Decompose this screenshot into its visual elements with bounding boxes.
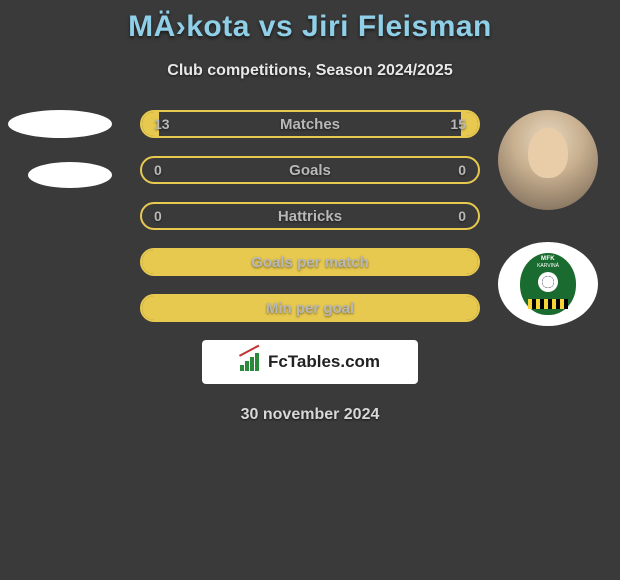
stat-label: Min per goal xyxy=(266,300,354,317)
subtitle: Club competitions, Season 2024/2025 xyxy=(0,62,620,80)
page-title: MÄ›kota vs Jiri Fleisman xyxy=(0,0,620,44)
club-name: MFK xyxy=(541,256,555,262)
stat-row-goals-per-match: Goals per match xyxy=(140,248,480,276)
stat-label: Hattricks xyxy=(278,208,342,225)
club-city: KARVINÁ xyxy=(537,263,559,269)
club-stripes xyxy=(528,299,568,309)
stat-rows: 13 Matches 15 0 Goals 0 0 Hattricks 0 Go… xyxy=(140,110,480,322)
date-text: 30 november 2024 xyxy=(0,406,620,424)
player-left-placeholder-1 xyxy=(8,110,112,138)
stat-left-value: 0 xyxy=(154,208,162,224)
soccer-ball-icon xyxy=(538,272,558,292)
stat-row-goals: 0 Goals 0 xyxy=(140,156,480,184)
stat-right-value: 15 xyxy=(450,116,466,132)
stat-label: Goals xyxy=(289,162,331,179)
stat-left-value: 13 xyxy=(154,116,170,132)
brand-box[interactable]: FcTables.com xyxy=(202,340,418,384)
stat-label: Goals per match xyxy=(251,254,369,271)
club-logo-right: MFK KARVINÁ xyxy=(498,242,598,326)
club-badge: MFK KARVINÁ xyxy=(520,253,576,315)
stat-row-min-per-goal: Min per goal xyxy=(140,294,480,322)
player-right-avatar xyxy=(498,110,598,210)
stat-right-value: 0 xyxy=(458,162,466,178)
content-area: MFK KARVINÁ 13 Matches 15 0 Goals 0 0 Ha… xyxy=(0,110,620,424)
stat-row-matches: 13 Matches 15 xyxy=(140,110,480,138)
stat-right-value: 0 xyxy=(458,208,466,224)
bar-chart-icon xyxy=(240,353,262,371)
stat-left-value: 0 xyxy=(154,162,162,178)
stat-label: Matches xyxy=(280,116,340,133)
player-left-placeholder-2 xyxy=(28,162,112,188)
stat-row-hattricks: 0 Hattricks 0 xyxy=(140,202,480,230)
brand-text: FcTables.com xyxy=(268,352,380,372)
